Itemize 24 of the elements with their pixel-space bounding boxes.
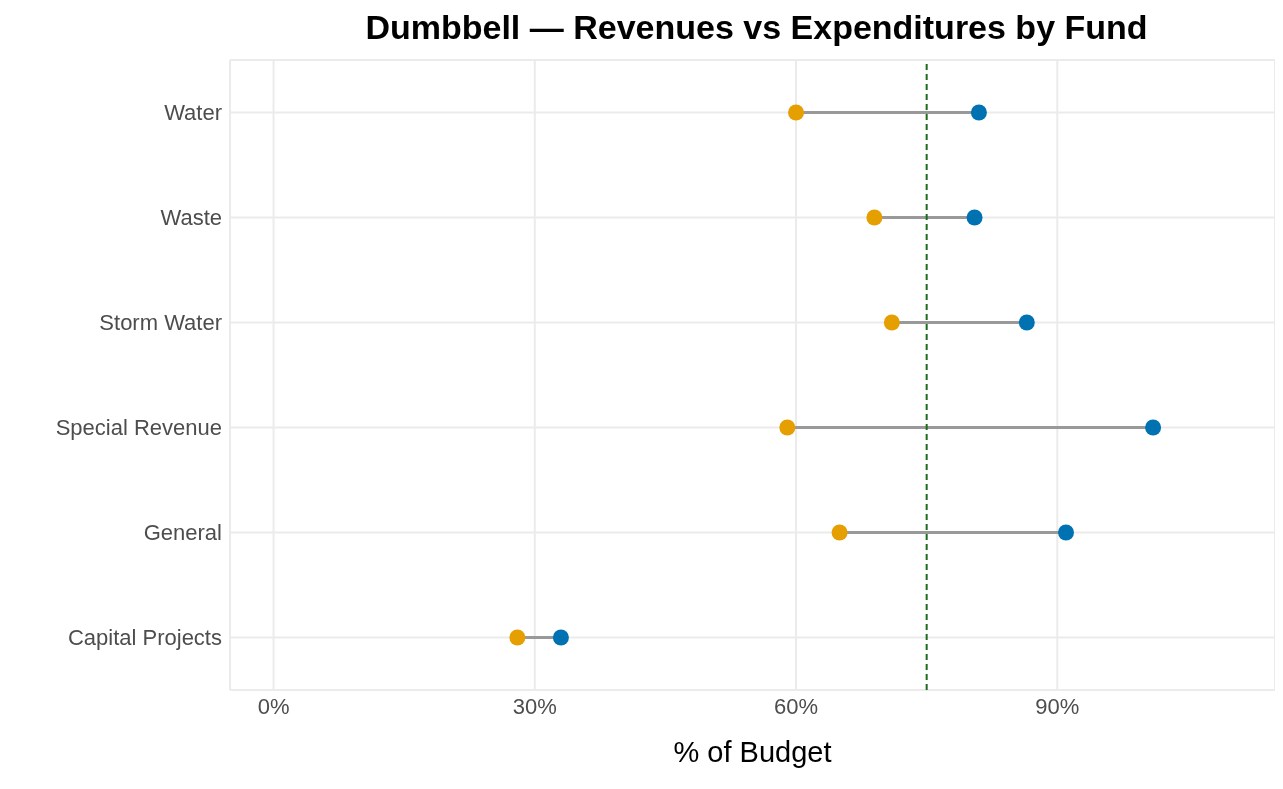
y-tick-label: Special Revenue (55, 415, 222, 441)
point (1058, 524, 1074, 541)
y-tick-label: Storm Water (99, 310, 222, 336)
point (883, 314, 900, 331)
point (966, 209, 983, 226)
x-tick-label: 60% (774, 693, 819, 719)
x-tick-label: 90% (1035, 693, 1080, 719)
x-tick-label: 30% (512, 693, 557, 719)
point (788, 104, 805, 121)
point (970, 104, 987, 121)
y-tick-label: Capital Projects (67, 625, 222, 651)
point (831, 524, 848, 541)
point (779, 419, 796, 436)
point (509, 629, 526, 646)
point (866, 209, 883, 226)
point (1018, 314, 1035, 331)
chart-title: Dumbbell — Revenues vs Expenditures by Fund (364, 8, 1149, 48)
x-axis-title: % of Budget (673, 736, 832, 768)
y-tick-label: Water (164, 100, 222, 126)
point (552, 629, 569, 646)
x-tick-label: 0% (257, 693, 290, 719)
y-tick-label: General (143, 520, 222, 546)
point (1145, 419, 1162, 436)
y-tick-label: Waste (160, 205, 222, 231)
